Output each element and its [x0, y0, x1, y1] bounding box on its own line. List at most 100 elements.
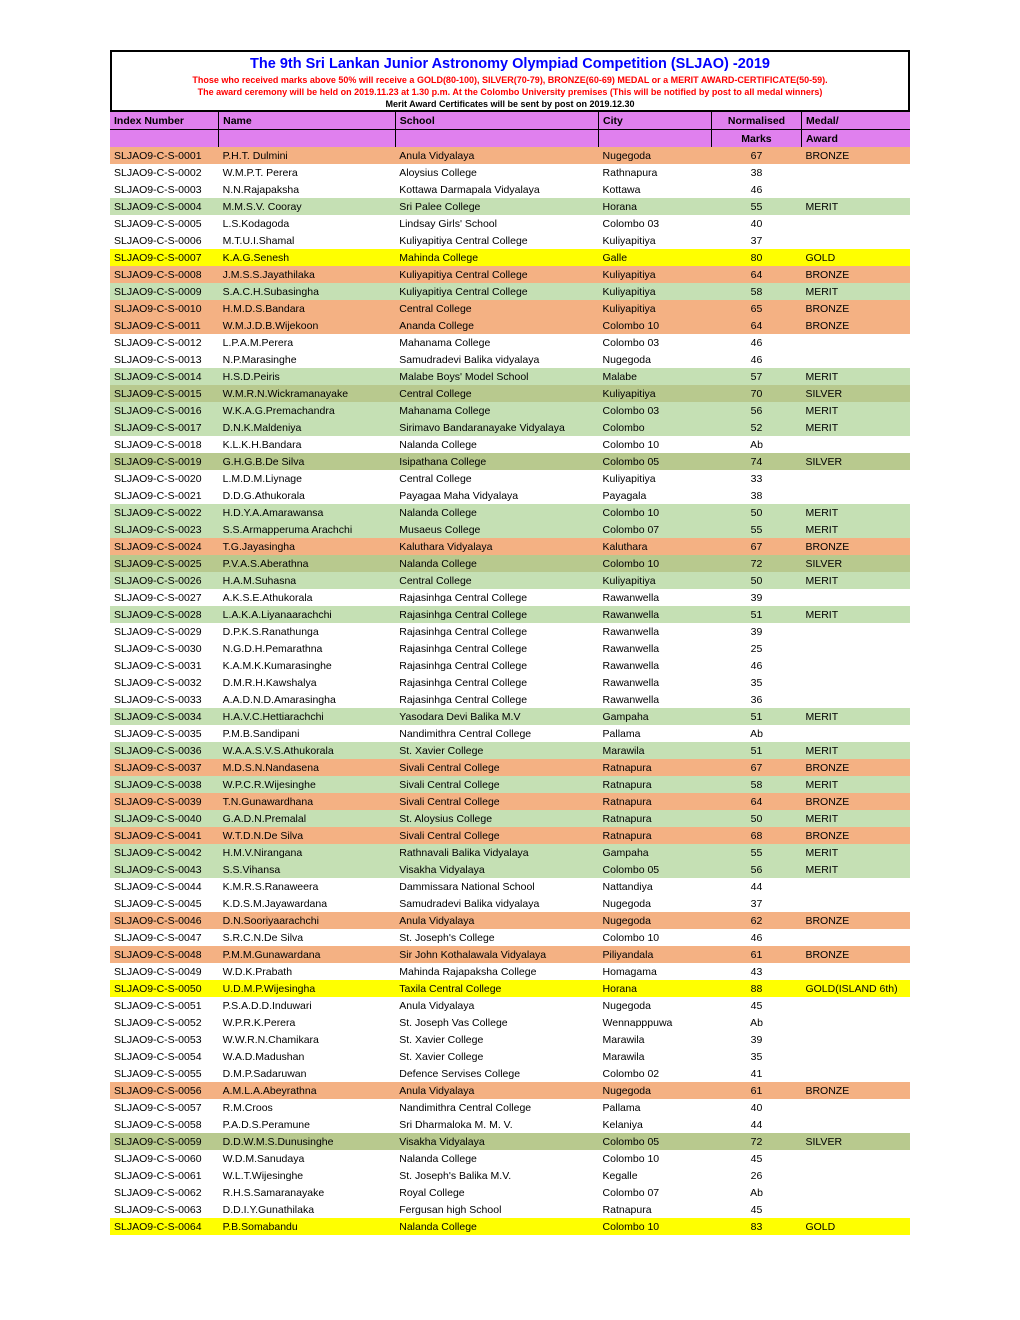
- cell-city: Colombo 03: [599, 334, 712, 351]
- cell-marks: Ab: [712, 1014, 802, 1031]
- cell-city: Rawanwella: [599, 640, 712, 657]
- cell-index: SLJAO9-C-S-0011: [110, 317, 219, 334]
- cell-name: H.D.Y.A.Amarawansa: [219, 504, 396, 521]
- cell-award: BRONZE: [801, 147, 910, 164]
- cell-name: W.D.M.Sanudaya: [219, 1150, 396, 1167]
- cell-award: MERIT: [801, 402, 910, 419]
- cell-award: [801, 657, 910, 674]
- cell-city: Colombo 05: [599, 453, 712, 470]
- cell-index: SLJAO9-C-S-0014: [110, 368, 219, 385]
- col-index: Index Number: [110, 112, 219, 130]
- cell-index: SLJAO9-C-S-0012: [110, 334, 219, 351]
- table-row: SLJAO9-C-S-0007K.A.G.SeneshMahinda Colle…: [110, 249, 910, 266]
- cell-city: Nugegoda: [599, 351, 712, 368]
- cell-marks: 50: [712, 572, 802, 589]
- cell-name: H.A.V.C.Hettiarachchi: [219, 708, 396, 725]
- table-row: SLJAO9-C-S-0023S.S.Armapperuma ArachchiM…: [110, 521, 910, 538]
- cell-index: SLJAO9-C-S-0063: [110, 1201, 219, 1218]
- cell-index: SLJAO9-C-S-0050: [110, 980, 219, 997]
- cell-index: SLJAO9-C-S-0051: [110, 997, 219, 1014]
- cell-marks: 26: [712, 1167, 802, 1184]
- table-row: SLJAO9-C-S-0003N.N.RajapakshaKottawa Dar…: [110, 181, 910, 198]
- cell-marks: 35: [712, 1048, 802, 1065]
- cell-name: H.S.D.Peiris: [219, 368, 396, 385]
- cell-index: SLJAO9-C-S-0028: [110, 606, 219, 623]
- cell-school: St. Joseph's Balika M.V.: [395, 1167, 598, 1184]
- table-row: SLJAO9-C-S-0018K.L.K.H.BandaraNalanda Co…: [110, 436, 910, 453]
- table-row: SLJAO9-C-S-0034H.A.V.C.HettiarachchiYaso…: [110, 708, 910, 725]
- cell-school: Kaluthara Vidyalaya: [395, 538, 598, 555]
- table-row: SLJAO9-C-S-0009S.A.C.H.SubasinghaKuliyap…: [110, 283, 910, 300]
- cell-school: Rathnavali Balika Vidyalaya: [395, 844, 598, 861]
- header-box: The 9th Sri Lankan Junior Astronomy Olym…: [110, 50, 910, 112]
- cell-award: [801, 232, 910, 249]
- col-marks: Normalised: [712, 112, 802, 130]
- cell-school: Nandimithra Central College: [395, 725, 598, 742]
- cell-city: Horana: [599, 198, 712, 215]
- cell-index: SLJAO9-C-S-0034: [110, 708, 219, 725]
- cell-award: [801, 1167, 910, 1184]
- cell-index: SLJAO9-C-S-0054: [110, 1048, 219, 1065]
- table-row: SLJAO9-C-S-0012L.P.A.M.PereraMahanama Co…: [110, 334, 910, 351]
- cell-award: [801, 691, 910, 708]
- cell-name: U.D.M.P.Wijesingha: [219, 980, 396, 997]
- cell-school: Ananda College: [395, 317, 598, 334]
- cell-city: Colombo: [599, 419, 712, 436]
- cell-index: SLJAO9-C-S-0015: [110, 385, 219, 402]
- cell-marks: 45: [712, 1201, 802, 1218]
- cell-award: [801, 1099, 910, 1116]
- cell-name: D.M.P.Sadaruwan: [219, 1065, 396, 1082]
- cell-city: Kegalle: [599, 1167, 712, 1184]
- cell-award: MERIT: [801, 844, 910, 861]
- cell-marks: 55: [712, 844, 802, 861]
- cell-index: SLJAO9-C-S-0032: [110, 674, 219, 691]
- cell-award: BRONZE: [801, 912, 910, 929]
- cell-award: SILVER: [801, 453, 910, 470]
- cell-school: Rajasinhga Central College: [395, 623, 598, 640]
- cell-school: Sivali Central College: [395, 776, 598, 793]
- cell-award: [801, 878, 910, 895]
- cell-school: Rajasinhga Central College: [395, 606, 598, 623]
- cell-name: G.A.D.N.Premalal: [219, 810, 396, 827]
- cell-index: SLJAO9-C-S-0045: [110, 895, 219, 912]
- cell-marks: 46: [712, 334, 802, 351]
- table-row: SLJAO9-C-S-0021D.D.G.AthukoralaPayagaa M…: [110, 487, 910, 504]
- cell-marks: 68: [712, 827, 802, 844]
- cell-award: MERIT: [801, 708, 910, 725]
- cell-award: MERIT: [801, 368, 910, 385]
- table-row: SLJAO9-C-S-0046D.N.SooriyaarachchiAnula …: [110, 912, 910, 929]
- table-row: SLJAO9-C-S-0040G.A.D.N.PremalalSt. Aloys…: [110, 810, 910, 827]
- cell-award: GOLD: [801, 1218, 910, 1235]
- table-row: SLJAO9-C-S-0048P.M.M.GunawardanaSir John…: [110, 946, 910, 963]
- cell-index: SLJAO9-C-S-0021: [110, 487, 219, 504]
- cell-name: K.A.M.K.Kumarasinghe: [219, 657, 396, 674]
- table-row: SLJAO9-C-S-0013N.P.MarasingheSamudradevi…: [110, 351, 910, 368]
- cell-award: GOLD: [801, 249, 910, 266]
- cell-index: SLJAO9-C-S-0058: [110, 1116, 219, 1133]
- cell-award: [801, 589, 910, 606]
- cell-award: BRONZE: [801, 946, 910, 963]
- cell-marks: 64: [712, 317, 802, 334]
- cell-award: [801, 1031, 910, 1048]
- cell-school: Anula Vidyalaya: [395, 912, 598, 929]
- cell-name: M.D.S.N.Nandasena: [219, 759, 396, 776]
- cell-marks: 40: [712, 1099, 802, 1116]
- table-row: SLJAO9-C-S-0010H.M.D.S.BandaraCentral Co…: [110, 300, 910, 317]
- table-row: SLJAO9-C-S-0050U.D.M.P.WijesinghaTaxila …: [110, 980, 910, 997]
- cell-index: SLJAO9-C-S-0023: [110, 521, 219, 538]
- cell-index: SLJAO9-C-S-0039: [110, 793, 219, 810]
- cell-city: Nattandiya: [599, 878, 712, 895]
- cell-index: SLJAO9-C-S-0027: [110, 589, 219, 606]
- cell-city: Rawanwella: [599, 589, 712, 606]
- cell-name: W.M.R.N.Wickramanayake: [219, 385, 396, 402]
- cell-marks: 58: [712, 776, 802, 793]
- cell-award: [801, 1201, 910, 1218]
- cell-name: G.H.G.B.De Silva: [219, 453, 396, 470]
- cell-index: SLJAO9-C-S-0037: [110, 759, 219, 776]
- cell-award: [801, 436, 910, 453]
- cell-name: P.M.B.Sandipani: [219, 725, 396, 742]
- table-row: SLJAO9-C-S-0006M.T.U.I.ShamalKuliyapitiy…: [110, 232, 910, 249]
- cell-marks: 38: [712, 164, 802, 181]
- cell-award: [801, 674, 910, 691]
- cell-marks: 44: [712, 1116, 802, 1133]
